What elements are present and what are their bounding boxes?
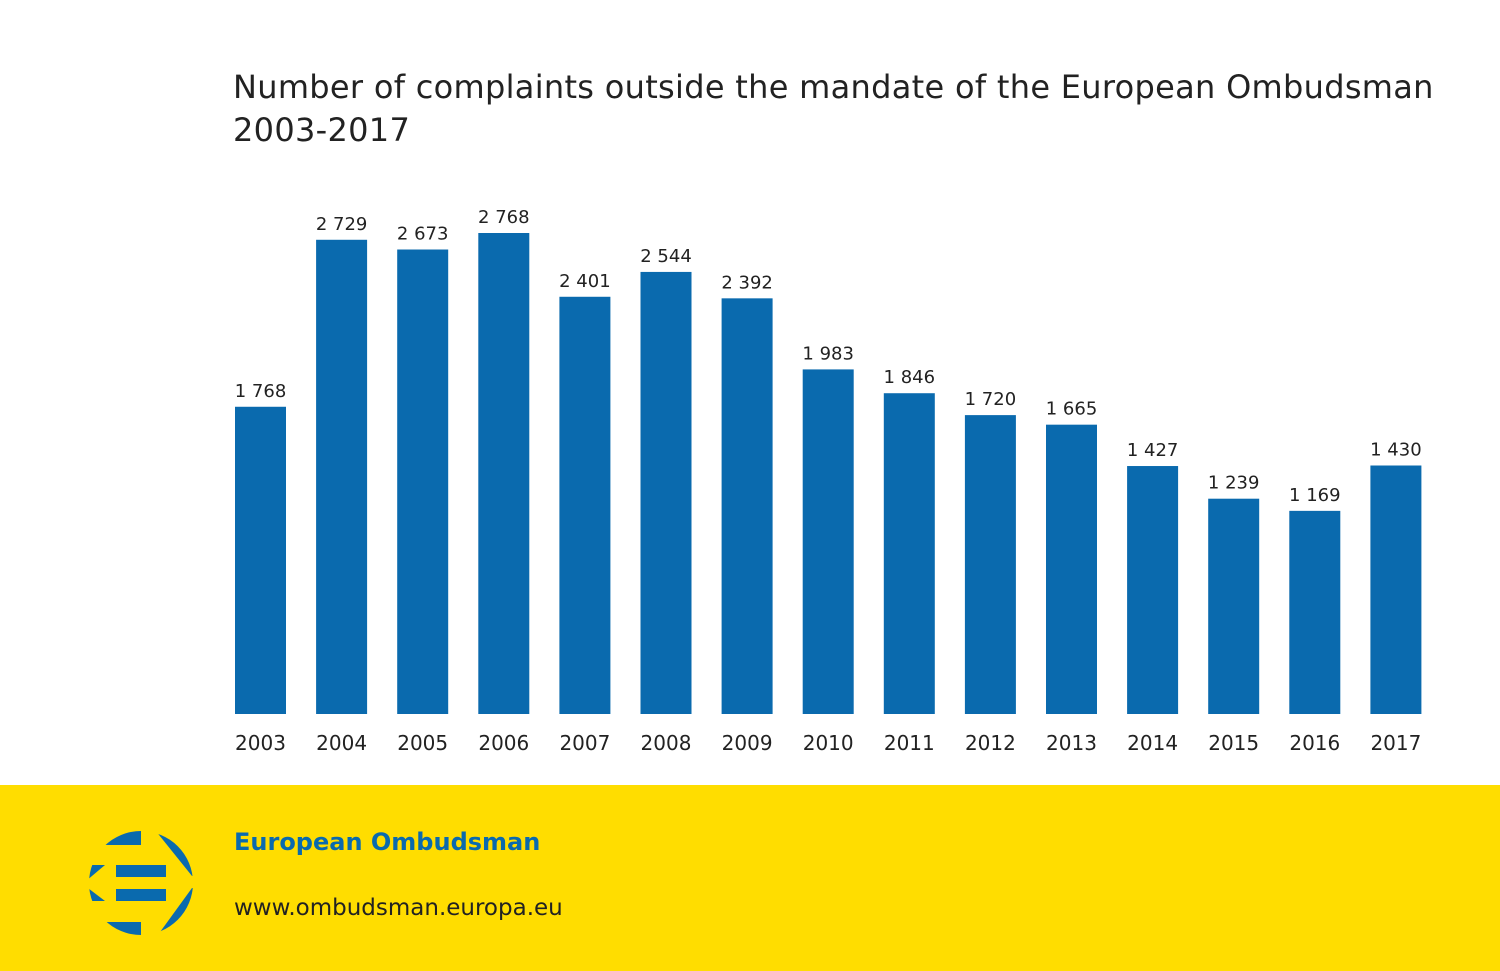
- x-tick-label-2006: 2006: [478, 731, 529, 755]
- european-ombudsman-logo-icon: [89, 831, 193, 935]
- x-tick-label-2013: 2013: [1046, 731, 1097, 755]
- value-label-2014: 1 427: [1127, 440, 1179, 461]
- x-tick-label-2017: 2017: [1370, 731, 1421, 755]
- x-tick-label-2008: 2008: [641, 731, 692, 755]
- bar-2013: [1046, 424, 1097, 714]
- value-label-2005: 2 673: [397, 224, 449, 245]
- x-tick-label-2010: 2010: [803, 731, 854, 755]
- x-tick-label-2004: 2004: [316, 731, 367, 755]
- value-label-2008: 2 544: [640, 246, 692, 267]
- bar-2005: [397, 249, 449, 715]
- bar-2007: [559, 296, 611, 714]
- value-label-2007: 2 401: [559, 271, 611, 292]
- bar-2009: [721, 298, 773, 714]
- bar-2014: [1127, 466, 1179, 714]
- title-line-1: Number of complaints outside the mandate…: [233, 68, 1434, 106]
- x-tick-label-2005: 2005: [397, 731, 448, 755]
- x-tick-label-2015: 2015: [1208, 731, 1259, 755]
- x-tick-label-2012: 2012: [965, 731, 1016, 755]
- bar-2017: [1370, 465, 1422, 714]
- bar-2011: [883, 393, 935, 714]
- x-tick-label-2016: 2016: [1289, 731, 1340, 755]
- value-label-2006: 2 768: [478, 207, 530, 228]
- bar-2016: [1289, 510, 1341, 714]
- bar-2015: [1208, 498, 1260, 714]
- title-line-2: 2003-2017: [233, 111, 411, 149]
- x-tick-label-2014: 2014: [1127, 731, 1178, 755]
- footer: European Ombudsman www.ombudsman.europa.…: [0, 785, 1500, 971]
- value-label-2010: 1 983: [802, 343, 854, 364]
- x-tick-label-2003: 2003: [235, 731, 286, 755]
- bar-2010: [802, 369, 854, 714]
- bar-2012: [964, 415, 1016, 714]
- value-label-2013: 1 665: [1046, 399, 1098, 420]
- value-label-2015: 1 239: [1208, 473, 1260, 494]
- bar-chart: 1 768 2003 2 729 2004 2 673 2005 2 768 2006 2 40…: [235, 207, 1422, 755]
- value-label-2017: 1 430: [1370, 440, 1422, 461]
- organisation-name: European Ombudsman: [234, 828, 541, 856]
- value-label-2009: 2 392: [721, 272, 773, 293]
- value-label-2011: 1 846: [884, 367, 936, 388]
- bar-2006: [478, 233, 530, 714]
- bar-2004: [316, 239, 368, 714]
- value-label-2016: 1 169: [1289, 485, 1341, 506]
- bar-2008: [640, 271, 692, 714]
- x-tick-label-2009: 2009: [722, 731, 773, 755]
- bar-2003: [235, 406, 286, 714]
- x-tick-label-2011: 2011: [884, 731, 935, 755]
- value-label-2003: 1 768: [235, 381, 287, 402]
- value-label-2004: 2 729: [316, 214, 368, 235]
- chart-title: Number of complaints outside the mandate…: [233, 66, 1434, 152]
- x-tick-label-2007: 2007: [559, 731, 610, 755]
- value-label-2012: 1 720: [965, 389, 1017, 410]
- website-link[interactable]: www.ombudsman.europa.eu: [234, 895, 563, 921]
